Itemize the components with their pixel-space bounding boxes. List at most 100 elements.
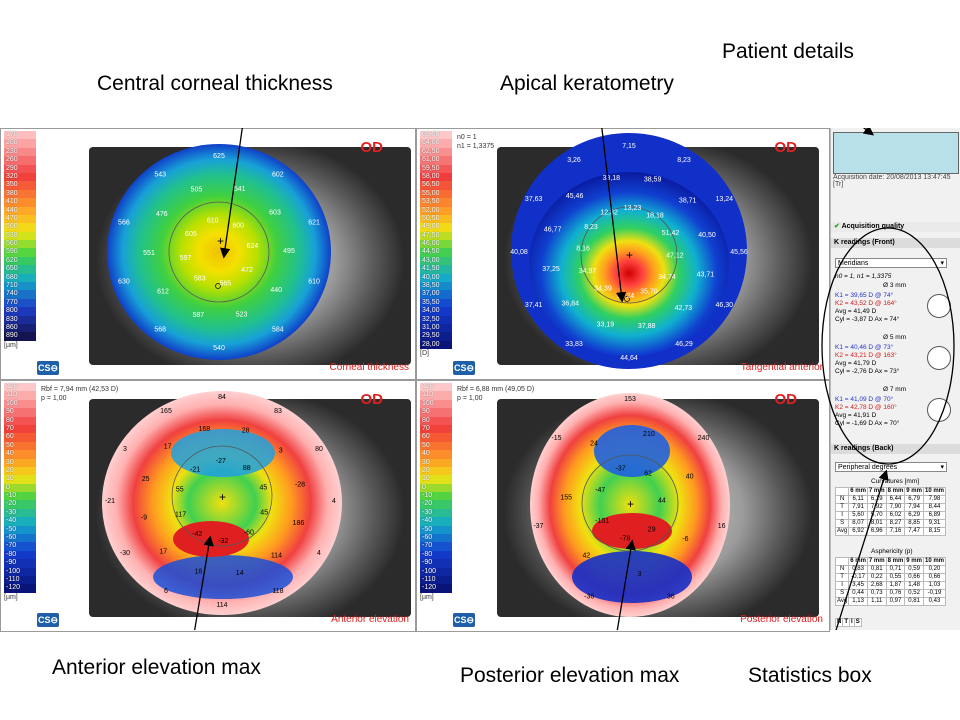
k-readings-front-header[interactable]: K readings (Front) — [831, 238, 960, 248]
scale-cell: 800 — [4, 307, 36, 316]
peripheral-degrees-dropdown[interactable]: Peripheral degrees ▾ — [835, 462, 947, 472]
map-value-label: 597 — [180, 255, 192, 262]
map-value-label: -6 — [682, 536, 688, 543]
k2-5mm: K2 = 43,21 D @ 163° — [835, 352, 897, 359]
acquisition-quality-header[interactable]: ✔ Acquisition quality — [831, 222, 960, 232]
posterior-upper-zone — [594, 425, 670, 477]
map-value-label: 8,16 — [576, 246, 590, 253]
scale-cell: 59,50 — [420, 164, 452, 173]
scale-cell: 35,50 — [420, 298, 452, 308]
k1-3mm: K1 = 39,65 D @ 74° — [835, 292, 894, 299]
scale-cell: -10 — [4, 492, 36, 501]
table-cell: 5,60 — [848, 511, 868, 520]
table-cell: 10 mm — [922, 487, 947, 496]
panel-posterior-elevation[interactable]: 120 110 100 90 80 70 60 50 40 30 20 10 0 -10 -20 -30 -40… — [416, 380, 830, 632]
scale-cell: 590 — [4, 248, 36, 257]
table-cell: 5,70 — [866, 511, 887, 520]
map-value-label: 55 — [176, 487, 184, 494]
map-value-label: 8,23 — [677, 157, 691, 164]
scale-cell: 58,00 — [420, 172, 452, 182]
table-cell: -0,19 — [922, 589, 947, 598]
table-cell: 6,79 — [904, 495, 924, 504]
map-value-label: 17 — [159, 548, 167, 555]
scale-cell: 380 — [4, 189, 36, 199]
scale-cell: 50 — [4, 441, 36, 451]
scale-cell: -110 — [4, 575, 36, 585]
map-value-label: 568 — [154, 327, 166, 334]
scale-cell: 52,00 — [420, 206, 452, 215]
cyl-7mm: Cyl = -1,69 D Ax = 70° — [835, 420, 900, 427]
map-value-label: 6 — [164, 588, 168, 595]
map-value-label: 51,42 — [662, 230, 680, 237]
map-value-label: 14 — [236, 570, 244, 577]
panel-tangential-anterior[interactable]: 65,50 64,00 62,50 61,00 59,50 58,00 56,50 55,00… — [416, 128, 830, 380]
scale-cell: -50 — [420, 525, 452, 535]
scale-cell: 350 — [4, 181, 36, 190]
anterior-map-fill — [102, 391, 342, 615]
scale-cell: -110 — [420, 575, 452, 585]
table-cell: 6,44 — [885, 495, 906, 504]
table-row: S 8,07 8,01 8,27 8,85 9,31 — [834, 519, 947, 528]
scale-cell: 200 — [4, 139, 36, 148]
map-value-label: 17 — [164, 444, 172, 451]
callout-statistics-box: Statistics box — [748, 664, 872, 687]
table-cell — [834, 487, 850, 496]
map-value-label: -37 — [533, 523, 543, 530]
scale-cell: 120 — [420, 383, 452, 392]
scale-cell: -20 — [4, 500, 36, 509]
map-value-label: 583 — [194, 275, 206, 282]
table-row: I 3,45 2,68 1,87 1,48 1,03 — [834, 581, 947, 590]
scale-cell: 40 — [4, 450, 36, 459]
callout-apical-keratometry: Apical keratometry — [500, 72, 674, 95]
map-value-label: 551 — [143, 250, 155, 257]
scale-cell: 90 — [4, 408, 36, 417]
k-readings-back-header[interactable]: K readings (Back) — [831, 444, 960, 454]
table-cell: 7,92 — [866, 503, 887, 512]
scale-unit: [µm] — [420, 593, 434, 601]
table-row: T -0,17 0,22 0,55 0,66 0,66 — [834, 573, 947, 582]
axis-diagram-5mm — [927, 346, 951, 370]
table-cell: -0,17 — [848, 573, 868, 582]
map-name-posterior: Posterior elevation — [740, 614, 823, 625]
scale-cell: 830 — [4, 315, 36, 324]
map-value-label: 42,73 — [675, 305, 693, 312]
scale-elevation: 120 110 100 90 80 70 60 50 40 30 20 10 0 -10 -20 -30 -40… — [420, 383, 452, 601]
map-value-label: 540 — [213, 345, 225, 352]
table-cell: 0,66 — [904, 573, 924, 582]
map-value-label: 37,63 — [525, 196, 543, 203]
scale-cell: -90 — [420, 559, 452, 568]
map-value-label: 605 — [185, 231, 197, 238]
check-icon: ✔ — [834, 223, 840, 230]
map-name-tangential: Tangential anterior — [740, 362, 823, 373]
table-cell: 7,16 — [885, 527, 906, 536]
map-value-label: 37,25 — [542, 266, 560, 273]
scale-cell: 37,00 — [420, 290, 452, 299]
meridians-dropdown[interactable]: Meridians ▾ — [835, 258, 947, 268]
axis-diagram-7mm — [927, 398, 951, 422]
map-value-label: 565 — [219, 281, 231, 288]
map-name-thickness: Corneal thickness — [329, 362, 409, 373]
map-value-label: 210 — [643, 431, 655, 438]
table-cell: S — [834, 519, 850, 528]
scale-cell: 560 — [4, 240, 36, 249]
map-value-label: -30 — [120, 550, 130, 557]
map-value-label: 47,12 — [666, 252, 684, 259]
apex-cross: + — [219, 490, 226, 504]
refraction-index: n0 = 1 n1 = 1,3375 — [457, 134, 495, 150]
table-cell: 8,01 — [866, 519, 887, 528]
panel-anterior-elevation[interactable]: 120 110 100 90 80 70 60 50 40 30 20 10 0 -10 -20 -30 -40… — [0, 380, 416, 632]
scale-cell: 28,00 — [420, 340, 452, 350]
patient-details-box[interactable] — [833, 132, 959, 174]
scale-cell: 49,00 — [420, 223, 452, 232]
scale-unit: [D] — [420, 350, 429, 358]
table-cell: 0,52 — [904, 589, 924, 598]
k1-7mm: K1 = 41,09 D @ 70° — [835, 396, 894, 403]
map-value-label: -36 — [584, 594, 594, 601]
map-value-label: 18,18 — [646, 213, 664, 220]
panel-corneal-thickness[interactable]: 170 200 230 260 290 320 350 380 410 440 470 500 530 5… — [0, 128, 416, 380]
map-value-label: 165 — [160, 408, 172, 415]
scale-cell: 53,50 — [420, 198, 452, 207]
scale-cell: 29,50 — [420, 332, 452, 341]
map-value-label: 566 — [118, 219, 130, 226]
scale-cell: 230 — [4, 147, 36, 157]
